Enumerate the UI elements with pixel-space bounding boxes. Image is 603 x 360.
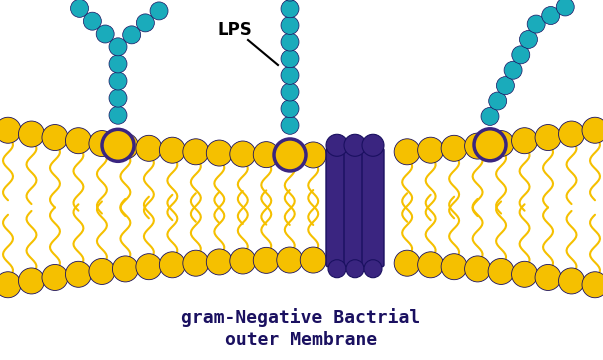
Circle shape (488, 131, 514, 157)
Circle shape (541, 6, 560, 24)
Circle shape (418, 137, 444, 163)
Circle shape (112, 256, 139, 282)
Circle shape (281, 116, 299, 134)
Circle shape (582, 272, 603, 298)
FancyBboxPatch shape (362, 148, 384, 267)
Circle shape (109, 55, 127, 73)
Circle shape (535, 265, 561, 291)
Circle shape (89, 258, 115, 284)
Circle shape (281, 17, 299, 35)
Circle shape (464, 256, 491, 282)
Circle shape (441, 254, 467, 280)
Circle shape (496, 77, 514, 95)
Circle shape (277, 247, 303, 273)
FancyBboxPatch shape (326, 148, 348, 267)
Circle shape (474, 129, 506, 161)
Circle shape (66, 261, 92, 287)
Circle shape (109, 72, 127, 90)
Circle shape (344, 134, 366, 156)
Circle shape (89, 131, 115, 157)
Circle shape (364, 260, 382, 278)
Circle shape (19, 268, 45, 294)
Circle shape (512, 46, 530, 64)
Circle shape (19, 121, 45, 147)
Circle shape (281, 50, 299, 68)
Circle shape (136, 135, 162, 161)
Circle shape (83, 12, 101, 30)
Circle shape (558, 268, 584, 294)
Circle shape (441, 135, 467, 161)
Circle shape (230, 141, 256, 167)
Circle shape (0, 117, 21, 143)
Circle shape (96, 25, 114, 43)
Circle shape (504, 61, 522, 79)
Circle shape (558, 121, 584, 147)
Circle shape (556, 0, 574, 16)
Circle shape (346, 260, 364, 278)
Circle shape (394, 250, 420, 276)
Circle shape (519, 31, 537, 49)
Circle shape (326, 134, 348, 156)
Circle shape (394, 139, 420, 165)
Circle shape (66, 128, 92, 154)
Circle shape (206, 140, 232, 166)
Circle shape (464, 133, 491, 159)
Circle shape (418, 252, 444, 278)
Circle shape (112, 133, 139, 159)
Circle shape (109, 38, 127, 56)
Circle shape (230, 248, 256, 274)
Text: LPS: LPS (218, 21, 253, 39)
Text: gram-Negative Bactrial: gram-Negative Bactrial (182, 309, 421, 328)
Circle shape (281, 0, 299, 1)
Circle shape (527, 15, 545, 33)
Circle shape (71, 0, 89, 17)
Circle shape (300, 247, 326, 273)
Circle shape (328, 260, 346, 278)
Circle shape (159, 252, 185, 278)
Circle shape (281, 66, 299, 84)
Circle shape (281, 0, 299, 18)
Circle shape (136, 254, 162, 280)
Circle shape (274, 139, 306, 171)
Circle shape (136, 14, 154, 32)
Circle shape (253, 247, 279, 273)
Text: outer Membrane: outer Membrane (225, 331, 377, 349)
Circle shape (300, 142, 326, 168)
Circle shape (488, 258, 514, 284)
Circle shape (102, 129, 134, 161)
Circle shape (582, 117, 603, 143)
Circle shape (0, 272, 21, 298)
FancyBboxPatch shape (344, 148, 366, 267)
Circle shape (281, 33, 299, 51)
Circle shape (253, 141, 279, 168)
Circle shape (122, 26, 140, 44)
Circle shape (109, 106, 127, 124)
Circle shape (281, 100, 299, 118)
Circle shape (277, 142, 303, 168)
Circle shape (183, 139, 209, 165)
Circle shape (206, 249, 232, 275)
Circle shape (159, 137, 185, 163)
Circle shape (535, 125, 561, 150)
Circle shape (481, 107, 499, 125)
Circle shape (109, 89, 127, 107)
Circle shape (511, 261, 537, 287)
Circle shape (511, 128, 537, 154)
Circle shape (183, 250, 209, 276)
Circle shape (488, 92, 507, 110)
Circle shape (150, 2, 168, 20)
Circle shape (42, 125, 68, 150)
Circle shape (42, 265, 68, 291)
Circle shape (362, 134, 384, 156)
Circle shape (281, 83, 299, 101)
